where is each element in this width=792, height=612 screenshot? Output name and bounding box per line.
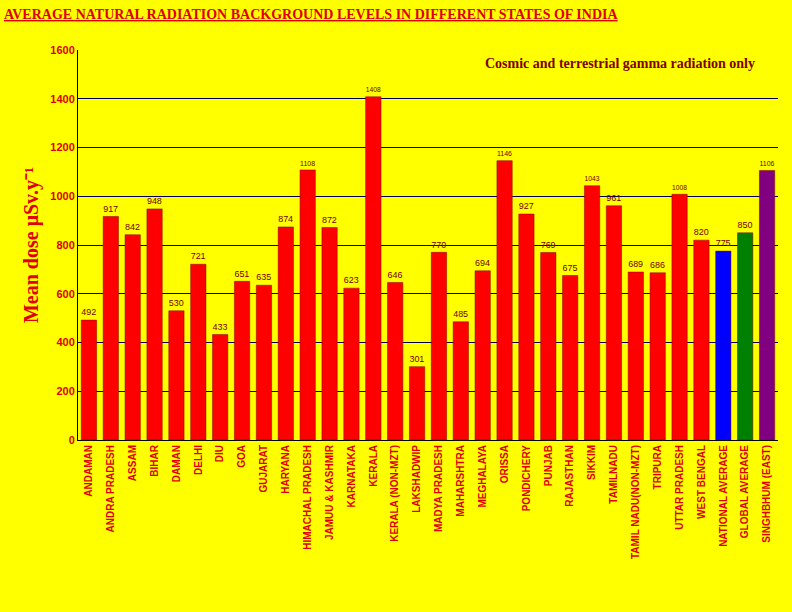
svg-text:842: 842 [125, 222, 140, 232]
svg-text:MADYA PRADESH: MADYA PRADESH [433, 445, 444, 532]
svg-text:UTTAR PRADESH: UTTAR PRADESH [674, 445, 685, 530]
svg-text:Mean dose μSv.y⁻¹: Mean dose μSv.y⁻¹ [20, 167, 43, 323]
svg-text:GUJARAT: GUJARAT [258, 445, 269, 493]
svg-text:623: 623 [344, 275, 359, 285]
svg-text:770: 770 [431, 240, 446, 250]
svg-text:SINGHBHUM (EAST): SINGHBHUM (EAST) [761, 445, 772, 543]
svg-text:LAKSHADWIP: LAKSHADWIP [411, 445, 422, 513]
svg-text:ORISSA: ORISSA [499, 445, 510, 483]
svg-text:775: 775 [716, 238, 731, 248]
svg-text:635: 635 [256, 272, 271, 282]
svg-text:MEGHALAYA: MEGHALAYA [477, 445, 488, 508]
svg-text:485: 485 [453, 309, 468, 319]
svg-text:200: 200 [56, 385, 74, 397]
svg-text:KERALA: KERALA [368, 445, 379, 487]
svg-text:NATIONAL AVERAGE: NATIONAL AVERAGE [718, 445, 729, 547]
svg-text:1008: 1008 [672, 184, 687, 191]
svg-text:HARYANA: HARYANA [280, 445, 291, 494]
svg-text:ANDRA PRADESH: ANDRA PRADESH [105, 445, 116, 532]
svg-text:301: 301 [409, 354, 424, 364]
svg-text:1200: 1200 [50, 141, 74, 153]
svg-text:646: 646 [388, 270, 403, 280]
svg-text:874: 874 [278, 214, 293, 224]
svg-text:600: 600 [56, 288, 74, 300]
svg-text:0: 0 [69, 434, 75, 446]
svg-text:DELHI: DELHI [193, 445, 204, 475]
svg-text:DAMAN: DAMAN [171, 445, 182, 482]
svg-text:948: 948 [147, 196, 162, 206]
svg-text:872: 872 [322, 215, 337, 225]
svg-text:820: 820 [694, 227, 709, 237]
svg-text:1043: 1043 [584, 175, 599, 182]
svg-text:686: 686 [650, 260, 665, 270]
svg-text:TAMILNADU: TAMILNADU [608, 445, 619, 504]
svg-text:689: 689 [628, 259, 643, 269]
svg-text:721: 721 [191, 251, 206, 261]
svg-text:RAJASTHAN: RAJASTHAN [564, 445, 575, 507]
svg-text:769: 769 [541, 240, 556, 250]
svg-text:WEST BENGAL: WEST BENGAL [696, 445, 707, 519]
svg-text:HIMACHAL PRADESH: HIMACHAL PRADESH [302, 445, 313, 550]
svg-text:TAMIL NADU(NON-MZT): TAMIL NADU(NON-MZT) [630, 445, 641, 559]
svg-text:MAHARSHTRA: MAHARSHTRA [455, 445, 466, 517]
svg-text:651: 651 [234, 269, 249, 279]
svg-text:961: 961 [606, 193, 621, 203]
svg-text:400: 400 [56, 336, 74, 348]
svg-text:1408: 1408 [366, 86, 381, 93]
svg-text:694: 694 [475, 258, 490, 268]
svg-text:PUNJAB: PUNJAB [543, 445, 554, 486]
svg-text:GLOBAL AVERAGE: GLOBAL AVERAGE [739, 445, 750, 538]
svg-text:1146: 1146 [497, 150, 512, 157]
svg-text:JAMUU & KASHMIR: JAMUU & KASHMIR [324, 444, 335, 540]
svg-text:1106: 1106 [759, 160, 774, 167]
svg-text:492: 492 [81, 307, 96, 317]
svg-text:927: 927 [519, 201, 534, 211]
svg-text:433: 433 [213, 322, 228, 332]
svg-text:AVERAGE NATURAL RADIATION BACK: AVERAGE NATURAL RADIATION BACKGROUND LEV… [4, 7, 619, 22]
svg-text:1600: 1600 [50, 44, 74, 56]
svg-text:530: 530 [169, 298, 184, 308]
svg-text:Cosmic and terrestrial gamma r: Cosmic and terrestrial gamma radiation o… [485, 56, 755, 71]
svg-text:DIU: DIU [214, 445, 225, 462]
svg-text:800: 800 [56, 239, 74, 251]
svg-text:TRIPURA: TRIPURA [652, 445, 663, 489]
svg-text:1000: 1000 [50, 190, 74, 202]
svg-text:1400: 1400 [50, 93, 74, 105]
svg-text:ANDAMAN: ANDAMAN [83, 445, 94, 497]
svg-text:917: 917 [103, 204, 118, 214]
svg-text:GOA: GOA [236, 445, 247, 468]
svg-text:PONDICHERY: PONDICHERY [521, 445, 532, 512]
svg-text:675: 675 [563, 263, 578, 273]
svg-text:BIHAR: BIHAR [149, 444, 160, 476]
svg-text:1108: 1108 [300, 160, 315, 167]
svg-text:850: 850 [738, 220, 753, 230]
svg-text:KARNATAKA: KARNATAKA [346, 445, 357, 507]
svg-text:ASSAM: ASSAM [127, 445, 138, 481]
svg-text:KERALA (NON-MZT): KERALA (NON-MZT) [389, 445, 400, 542]
svg-text:SIKKIM: SIKKIM [586, 445, 597, 480]
